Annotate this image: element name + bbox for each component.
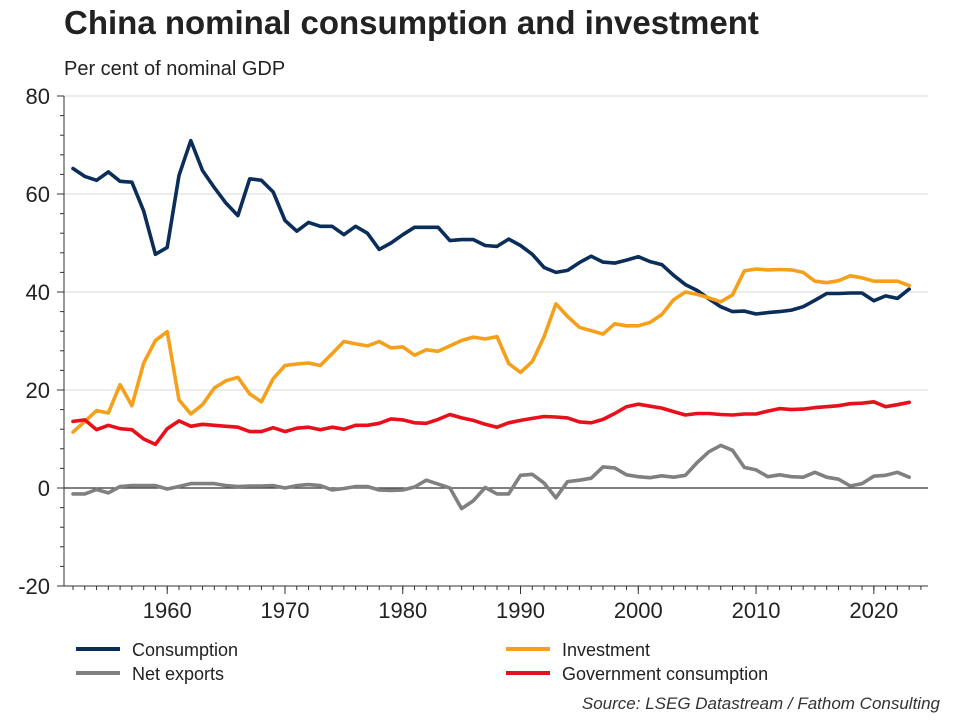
legend-label-net-exports: Net exports (132, 664, 225, 684)
source-note: Source: LSEG Datastream / Fathom Consult… (581, 694, 940, 713)
x-tick-label-2010: 2010 (732, 598, 781, 623)
x-tick-label-1960: 1960 (143, 598, 192, 623)
legend-label-government-consumption: Government consumption (562, 664, 769, 684)
legend-item-investment: Investment (506, 640, 650, 661)
legend-swatch-government-consumption (506, 671, 550, 676)
y-tick-label-0: 0 (38, 476, 50, 501)
y-axis-unit-label: Per cent of nominal GDP (64, 58, 286, 80)
y-tick-label-60: 60 (26, 182, 50, 207)
x-tick-label-2020: 2020 (849, 598, 898, 623)
series-line-government-consumption (71, 399, 912, 447)
x-tick-label-1980: 1980 (378, 598, 427, 623)
legend-swatch-investment (506, 647, 550, 652)
x-tick-label-1990: 1990 (496, 598, 545, 623)
legend-label-consumption: Consumption (132, 640, 239, 660)
series-line-investment (71, 267, 912, 434)
legend-label-investment: Investment (562, 640, 651, 660)
legend-item-consumption: Consumption (76, 640, 238, 661)
legend-item-government-consumption: Government consumption (506, 664, 768, 685)
series-line-net-exports (71, 443, 912, 511)
chart-title: China nominal consumption and investment (64, 4, 759, 41)
legend-swatch-net-exports (76, 671, 120, 676)
x-tick-label-2000: 2000 (614, 598, 663, 623)
y-tick-label-80: 80 (26, 84, 50, 109)
legend-item-net-exports: Net exports (76, 664, 224, 685)
x-tick-label-1970: 1970 (261, 598, 310, 623)
y-tick-label-20: 20 (26, 378, 50, 403)
series-line-consumption (71, 138, 912, 316)
legend-swatch-consumption (76, 647, 120, 652)
y-tick-label-40: 40 (26, 280, 50, 305)
y-tick-label--20: -20 (18, 574, 50, 599)
